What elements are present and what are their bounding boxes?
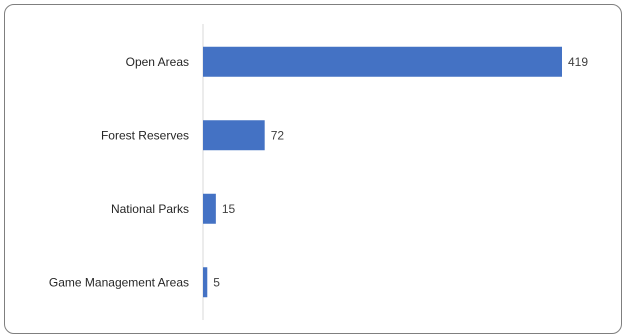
category-label-2: National Parks <box>111 202 189 216</box>
category-label-1: Forest Reserves <box>101 128 189 142</box>
value-label-3: 5 <box>213 275 220 289</box>
bar-1 <box>203 120 265 151</box>
bars <box>203 46 562 298</box>
category-label-0: Open Areas <box>126 55 189 69</box>
value-labels: 419 72 15 5 <box>213 55 588 290</box>
category-labels: Open Areas Forest Reserves National Parks G… <box>49 55 189 290</box>
category-label-3: Game Management Areas <box>49 275 189 289</box>
value-label-1: 72 <box>271 128 285 142</box>
value-label-2: 15 <box>222 202 236 216</box>
bar-chart: Open Areas Forest Reserves National Parks G… <box>49 24 588 320</box>
bar-2 <box>203 193 216 224</box>
bar-0 <box>203 46 562 77</box>
bar-3 <box>203 267 208 298</box>
value-label-0: 419 <box>568 55 588 69</box>
